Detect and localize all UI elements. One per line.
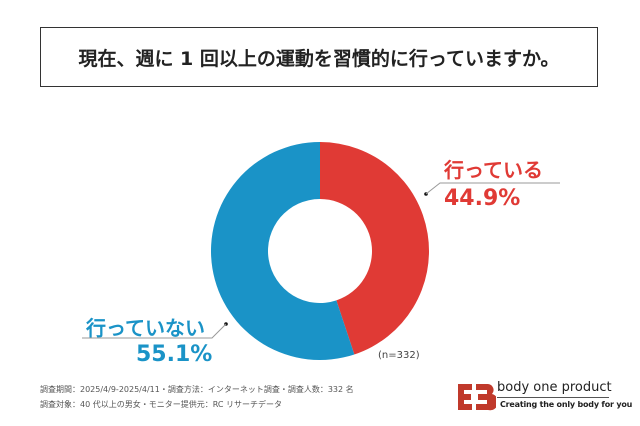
value-label-yes: 44.9% (444, 186, 521, 211)
category-label-yes: 行っている (444, 158, 543, 182)
value-label-no: 55.1% (136, 342, 213, 367)
chart-title: 現在、週に 1 回以上の運動を習慣的に行っていますか。 (40, 27, 598, 87)
brand-divider (497, 397, 609, 398)
survey-info-line2: 調査対象：40 代以上の男女・モニター提供元：RC リサーチデータ (40, 400, 283, 409)
brand-name: body one product (497, 380, 612, 395)
brand-logo-icon (458, 384, 496, 411)
category-label-no: 行っていない (86, 316, 205, 340)
survey-info-line1: 調査期間：2025/4/9-2025/4/11・調査方法：インターネット調査・調… (40, 385, 354, 394)
donut-slice-yes (320, 142, 429, 355)
leader-line-no (82, 323, 227, 339)
brand-slogan: Creating the only body for you (500, 400, 633, 409)
sample-size-note: (n=332) (378, 350, 420, 361)
leader-line-yes (425, 182, 560, 195)
donut-slice-no (210, 142, 355, 361)
